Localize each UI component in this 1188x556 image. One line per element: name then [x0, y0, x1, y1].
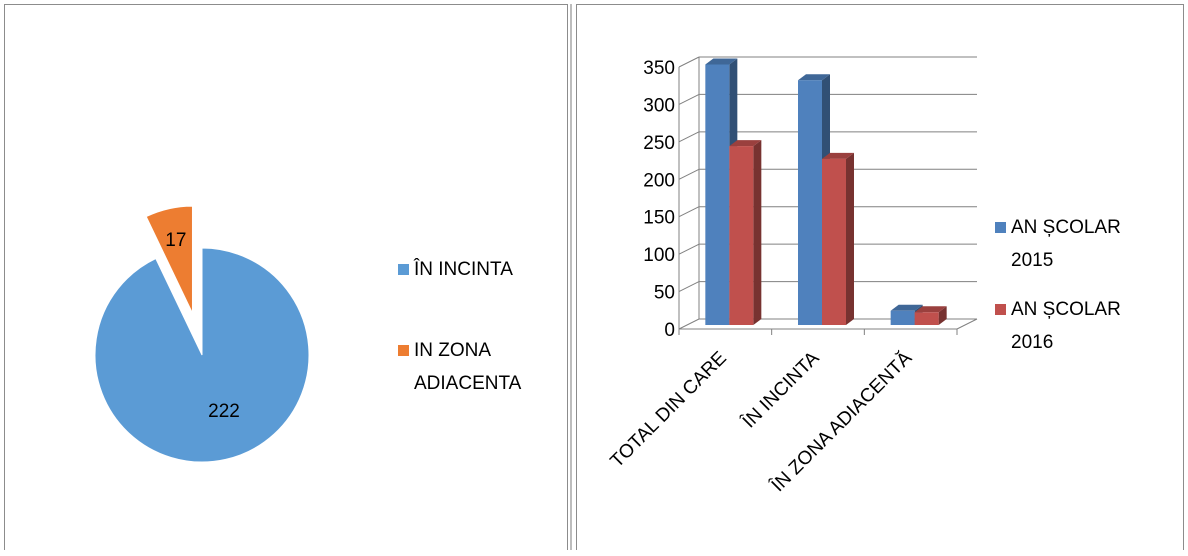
- gridline-side: [678, 56, 700, 68]
- y-tick-label: 300: [643, 95, 675, 116]
- bar-chart-panel: 0 50 100 150 200 250 300 350 TOTAL DIN CARE ÎN IN…: [576, 4, 1184, 550]
- bar: [729, 146, 754, 325]
- gridline-side: [678, 281, 700, 293]
- floor-edge: [956, 318, 978, 330]
- gridline-side: [678, 206, 700, 218]
- bar: [914, 312, 939, 325]
- gridline-side: [678, 93, 700, 105]
- legend-entry: ÎN INCINTA: [413, 258, 513, 280]
- bar-side: [753, 140, 762, 325]
- bar-top: [729, 140, 762, 147]
- pie-data-label: 17: [165, 230, 186, 251]
- legend-swatch: [995, 222, 1006, 233]
- bar-top: [890, 304, 923, 311]
- gridline-side: [678, 243, 700, 255]
- gridline-side: [678, 131, 700, 143]
- bar-chart: 0 50 100 150 200 250 300 350 TOTAL DIN CARE ÎN IN…: [607, 56, 1121, 497]
- legend-entry: IN ZONA ADIACENTA: [414, 340, 522, 394]
- x-tick-label: ÎN INCINTA: [737, 347, 823, 433]
- legend-swatch: [398, 264, 409, 275]
- legend-entry: AN ȘCOLAR 2015: [1011, 217, 1121, 271]
- y-tick-label: 100: [643, 245, 675, 266]
- gridline-side: [678, 318, 700, 330]
- bar-top: [705, 58, 738, 65]
- legend-swatch: [398, 345, 409, 356]
- bar: [822, 158, 846, 325]
- y-tick-label: 350: [643, 58, 675, 79]
- bar: [705, 64, 730, 326]
- legend-entry: AN ȘCOLAR 2016: [1011, 299, 1121, 353]
- pie-slice: [145, 205, 193, 314]
- legend-swatch: [995, 304, 1006, 315]
- bar-top: [914, 306, 947, 313]
- pie-data-label: 222: [208, 401, 240, 422]
- gridline-side: [678, 168, 700, 180]
- y-tick-label: 0: [664, 320, 675, 341]
- y-tick-label: 50: [654, 283, 675, 304]
- pie-chart-panel: 222 17 ÎN INCINTA IN ZONA ADIACENTA: [4, 4, 568, 550]
- y-tick-label: 250: [643, 133, 675, 154]
- pie-chart: 222 17 ÎN INCINTA IN ZONA ADIACENTA: [94, 205, 522, 463]
- bar: [798, 80, 822, 326]
- panel-divider: [570, 4, 572, 550]
- y-tick-label: 150: [643, 208, 675, 229]
- bar: [890, 310, 915, 325]
- y-tick-label: 200: [643, 170, 675, 191]
- x-tick-label: TOTAL DIN CARE: [607, 348, 731, 472]
- bar-top: [822, 152, 854, 159]
- bar-side: [846, 152, 854, 325]
- bar-top: [798, 74, 830, 81]
- bar-side: [938, 306, 947, 325]
- pie-slice: [94, 247, 310, 463]
